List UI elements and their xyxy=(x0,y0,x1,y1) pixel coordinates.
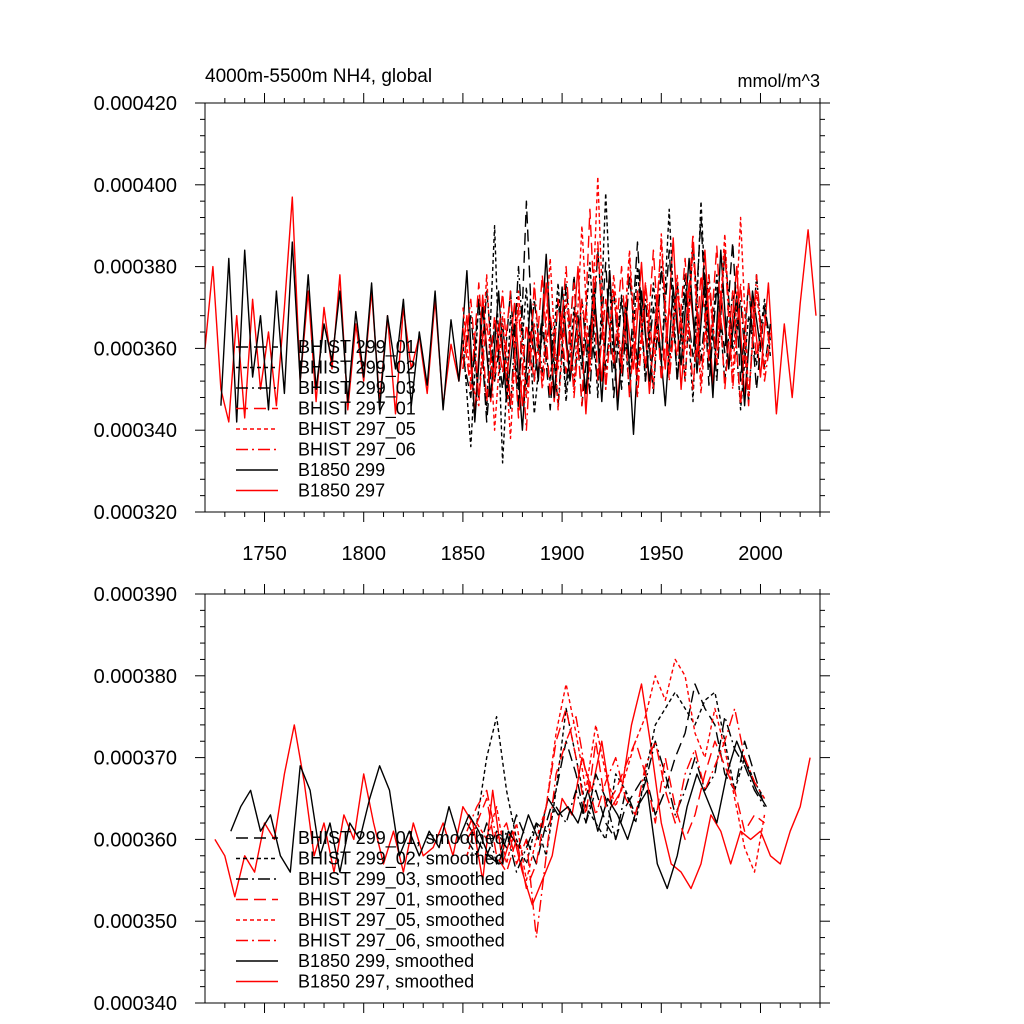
top-x-tick-label: 1800 xyxy=(341,543,386,565)
bottom-y-tick-label: 0.000360 xyxy=(94,829,177,851)
top-x-tick-label: 1900 xyxy=(540,543,585,565)
top-x-tick-label: 1850 xyxy=(441,543,486,565)
top-legend-label: B1850 297 xyxy=(298,481,385,501)
top-series-line xyxy=(462,233,772,431)
top-chart-title: 4000m-5500m NH4, global xyxy=(205,66,432,87)
top-legend-label: B1850 299 xyxy=(298,460,385,480)
top-y-tick-label: 0.000400 xyxy=(94,175,177,197)
bottom-series-line xyxy=(466,707,766,939)
top-y-tick-label: 0.000420 xyxy=(94,93,177,115)
bottom-series-line xyxy=(466,716,766,873)
bottom-series-line xyxy=(466,707,765,890)
bottom-y-tick-label: 0.000380 xyxy=(94,666,177,688)
bottom-series-line xyxy=(466,658,766,881)
top-series-line xyxy=(462,241,772,411)
top-x-tick-labels: 1750 1800 1850 1900 1950 2000 xyxy=(242,543,782,565)
top-x-tick-label: 1750 xyxy=(242,543,287,565)
bottom-legend-label: BHIST 299_01, smoothed xyxy=(298,828,505,849)
bottom-panel: 0.000390 0.000380 0.000370 0.000360 0.000350… xyxy=(94,584,830,1015)
top-legend-label: BHIST 297_01 xyxy=(298,399,416,420)
top-legend-label: BHIST 299_01 xyxy=(298,337,416,358)
top-plot-frame xyxy=(204,102,821,513)
top-legend-label: BHIST 297_06 xyxy=(298,440,416,461)
bottom-legend-label: B1850 299, smoothed xyxy=(298,951,474,971)
bottom-legend-label: B1850 297, smoothed xyxy=(298,972,474,992)
top-legend-label: BHIST 299_02 xyxy=(298,358,416,379)
top-y-tick-label: 0.000360 xyxy=(94,338,177,360)
bottom-series-line xyxy=(466,691,766,865)
bottom-legend-label: BHIST 299_03, smoothed xyxy=(298,869,505,890)
top-legend-label: BHIST 297_05 xyxy=(298,419,416,440)
bottom-y-tick-labels: 0.000390 0.000380 0.000370 0.000360 0.000350… xyxy=(94,584,177,1015)
bottom-series xyxy=(214,658,811,939)
bottom-y-tick-label: 0.000370 xyxy=(94,748,177,770)
bottom-y-tick-label: 0.000390 xyxy=(94,584,177,606)
top-x-tick-label: 1950 xyxy=(639,543,684,565)
bottom-legend-label: BHIST 299_02, smoothed xyxy=(298,849,505,870)
top-series-line xyxy=(220,241,762,435)
top-legend-label: BHIST 299_03 xyxy=(298,378,416,399)
bottom-y-tick-label: 0.000340 xyxy=(94,993,177,1015)
top-x-tick-label: 2000 xyxy=(738,543,783,565)
top-chart-units: mmol/m^3 xyxy=(738,71,820,91)
bottom-y-tick-label: 0.000350 xyxy=(94,911,177,933)
bottom-plot-frame xyxy=(204,593,821,1004)
bottom-legend-label: BHIST 297_06, smoothed xyxy=(298,931,505,952)
top-panel: 4000m-5500m NH4, global mmol/m^3 0.00042… xyxy=(94,66,830,565)
top-y-tick-label: 0.000380 xyxy=(94,257,177,279)
top-y-tick-label: 0.000320 xyxy=(94,502,177,524)
bottom-series-line xyxy=(214,683,811,906)
top-y-tick-labels: 0.000420 0.000400 0.000380 0.000360 0.000340… xyxy=(94,93,177,524)
top-ticks xyxy=(195,93,830,522)
bottom-legend-label: BHIST 297_01, smoothed xyxy=(298,890,505,911)
bottom-series-line xyxy=(230,740,767,890)
bottom-ticks xyxy=(195,584,830,1013)
top-series xyxy=(204,175,817,464)
bottom-legend-label: BHIST 297_05, smoothed xyxy=(298,910,505,931)
top-y-tick-label: 0.000340 xyxy=(94,420,177,442)
